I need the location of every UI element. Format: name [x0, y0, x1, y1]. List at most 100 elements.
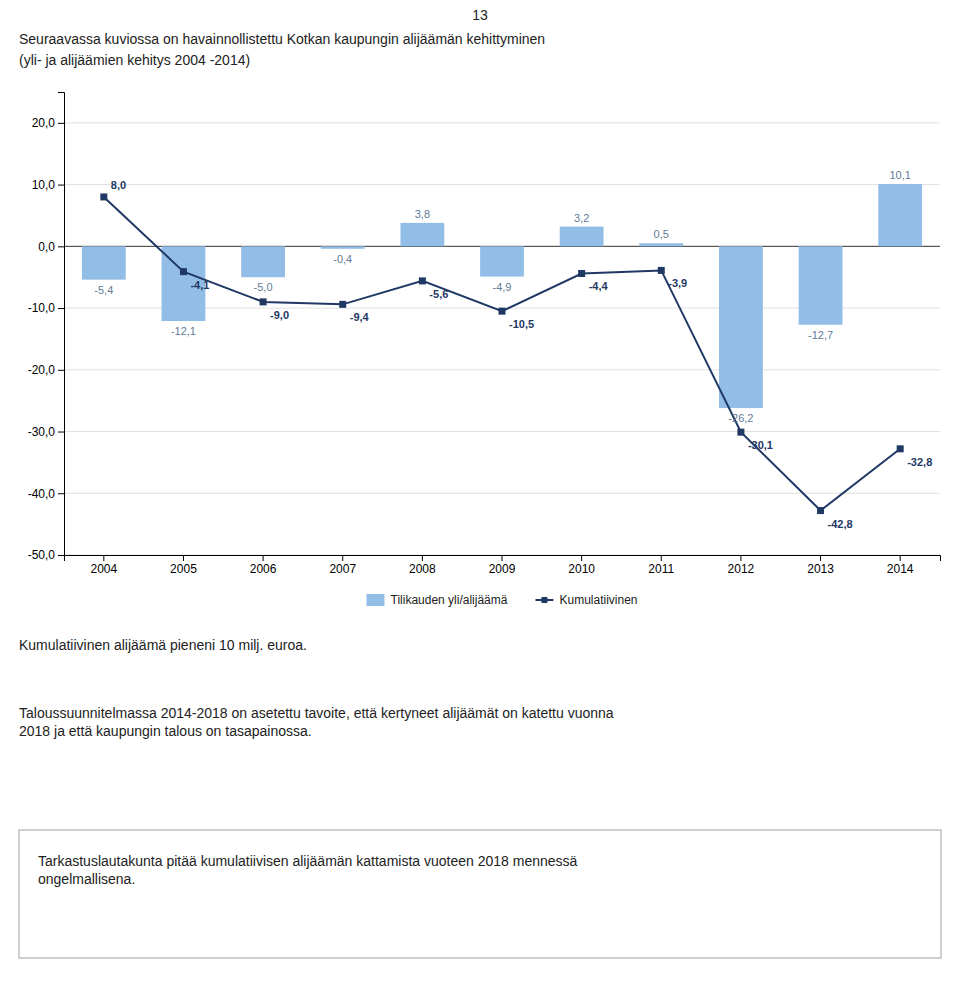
y-tick: 20,0 [32, 116, 64, 130]
grid-line [64, 369, 940, 370]
data-label: -4,4 [589, 280, 609, 292]
grid-line [64, 184, 940, 185]
data-label: -9,4 [350, 311, 370, 323]
x-tick: 2005 [170, 555, 197, 576]
data-label: -5,0 [254, 281, 273, 293]
x-tick-mark [581, 555, 582, 561]
box-note: Tarkastuslautakunta pitää kumulatiivisen… [38, 853, 578, 887]
x-tick-mark [502, 555, 503, 561]
marker [578, 270, 585, 277]
legend-label: Kumulatiivinen [559, 593, 637, 607]
x-tick: 2004 [90, 555, 117, 576]
x-tick: 2009 [489, 555, 516, 576]
data-label: -12,1 [171, 325, 196, 337]
y-tick-label: -50,0 [28, 548, 56, 562]
bar [321, 246, 365, 248]
y-tick-mark [58, 555, 64, 556]
data-label: 0,5 [654, 228, 669, 240]
marker [897, 445, 904, 452]
y-tick-label: -20,0 [28, 363, 56, 377]
bar [878, 184, 922, 246]
bar [639, 243, 683, 246]
legend-marker [541, 597, 547, 603]
data-label: -9,0 [270, 309, 289, 321]
legend-item: Tilikauden yli/alijäämä [367, 593, 508, 607]
note-box [19, 830, 941, 958]
data-label: 8,0 [111, 179, 126, 191]
x-tick-mark [342, 555, 343, 561]
x-tick-mark [740, 555, 741, 561]
x-tick-mark [183, 555, 184, 561]
data-label: 3,2 [574, 212, 589, 224]
marker [499, 308, 506, 315]
y-tick: -10,0 [28, 301, 64, 315]
x-tick: 2012 [728, 555, 755, 576]
x-tick: 2013 [807, 555, 834, 576]
y-tick: 10,0 [32, 178, 64, 192]
grid-line [64, 493, 940, 494]
x-axis: 2004 2005 2006 2007 2008 2009 2010 2011 2012 2013… [65, 555, 941, 576]
marker [419, 277, 426, 284]
data-label: -4,1 [190, 279, 209, 291]
y-tick-label: -10,0 [28, 301, 56, 315]
data-label: 10,1 [889, 169, 910, 181]
data-label: -10,5 [509, 318, 534, 330]
grid [64, 123, 940, 555]
marker [658, 267, 665, 274]
y-tick-label: 10,0 [32, 178, 56, 192]
y-tick-mark [58, 308, 64, 309]
bar [241, 246, 285, 277]
x-tick-mark [661, 555, 662, 561]
bar [560, 227, 604, 247]
data-label: -26,2 [728, 412, 753, 424]
x-tick: 2011 [648, 555, 674, 576]
page-number: 13 [472, 7, 488, 23]
y-axis: -50,0 -40,0 -30,0 -20,0 -10,0 0,0 10,0 20,0 [28, 93, 65, 563]
y-tick: -40,0 [28, 487, 64, 501]
grid-line [64, 122, 940, 123]
note: Kumulatiivinen alijäämä pieneni 10 milj.… [19, 637, 307, 653]
data-label: -5,4 [94, 284, 113, 296]
x-tick: 2007 [329, 555, 356, 576]
y-axis-line [58, 93, 65, 556]
legend-label: Tilikauden yli/alijäämä [391, 593, 508, 607]
x-tick: 2008 [409, 555, 436, 576]
x-tick-label: 2012 [728, 562, 755, 576]
legend: Tilikauden yli/alijäämä Kumulatiivinen [367, 593, 638, 607]
x-tick-label: 2008 [409, 562, 436, 576]
x-tick-mark [900, 555, 901, 561]
x-tick-label: 2004 [90, 562, 117, 576]
marker [100, 193, 107, 200]
marker [817, 507, 824, 514]
x-tick-label: 2010 [568, 562, 595, 576]
y-tick-mark [58, 123, 64, 124]
y-tick-mark [58, 493, 64, 494]
y-tick-label: 20,0 [32, 116, 56, 130]
line [104, 197, 900, 511]
data-label: -4,9 [493, 281, 512, 293]
marker [260, 298, 267, 305]
data-label: 3,8 [415, 208, 430, 220]
x-tick-label: 2013 [807, 562, 834, 576]
y-tick: -30,0 [28, 425, 64, 439]
x-tick-label: 2011 [648, 562, 674, 576]
bar [799, 246, 843, 324]
x-tick: 2006 [250, 555, 277, 576]
x-tick-label: 2007 [329, 562, 356, 576]
y-tick-label: -40,0 [28, 487, 56, 501]
y-tick-mark [58, 432, 64, 433]
data-label: -32,8 [907, 456, 932, 468]
subtitle: (yli- ja alijäämien kehitys 2004 -2014) [19, 52, 250, 68]
plot-marks [82, 184, 922, 514]
marker [180, 268, 187, 275]
data-label: -30,1 [748, 439, 773, 451]
y-tick: 0,0 [38, 240, 64, 254]
x-tick: 2010 [568, 555, 595, 576]
x-tick-mark [422, 555, 423, 561]
page: 13Seuraavassa kuviossa on havainnolliste… [0, 0, 960, 984]
y-tick: -20,0 [28, 363, 64, 377]
legend-item: Kumulatiivinen [535, 593, 637, 607]
bar [82, 246, 126, 279]
x-tick-mark [103, 555, 104, 561]
bar [400, 223, 444, 246]
